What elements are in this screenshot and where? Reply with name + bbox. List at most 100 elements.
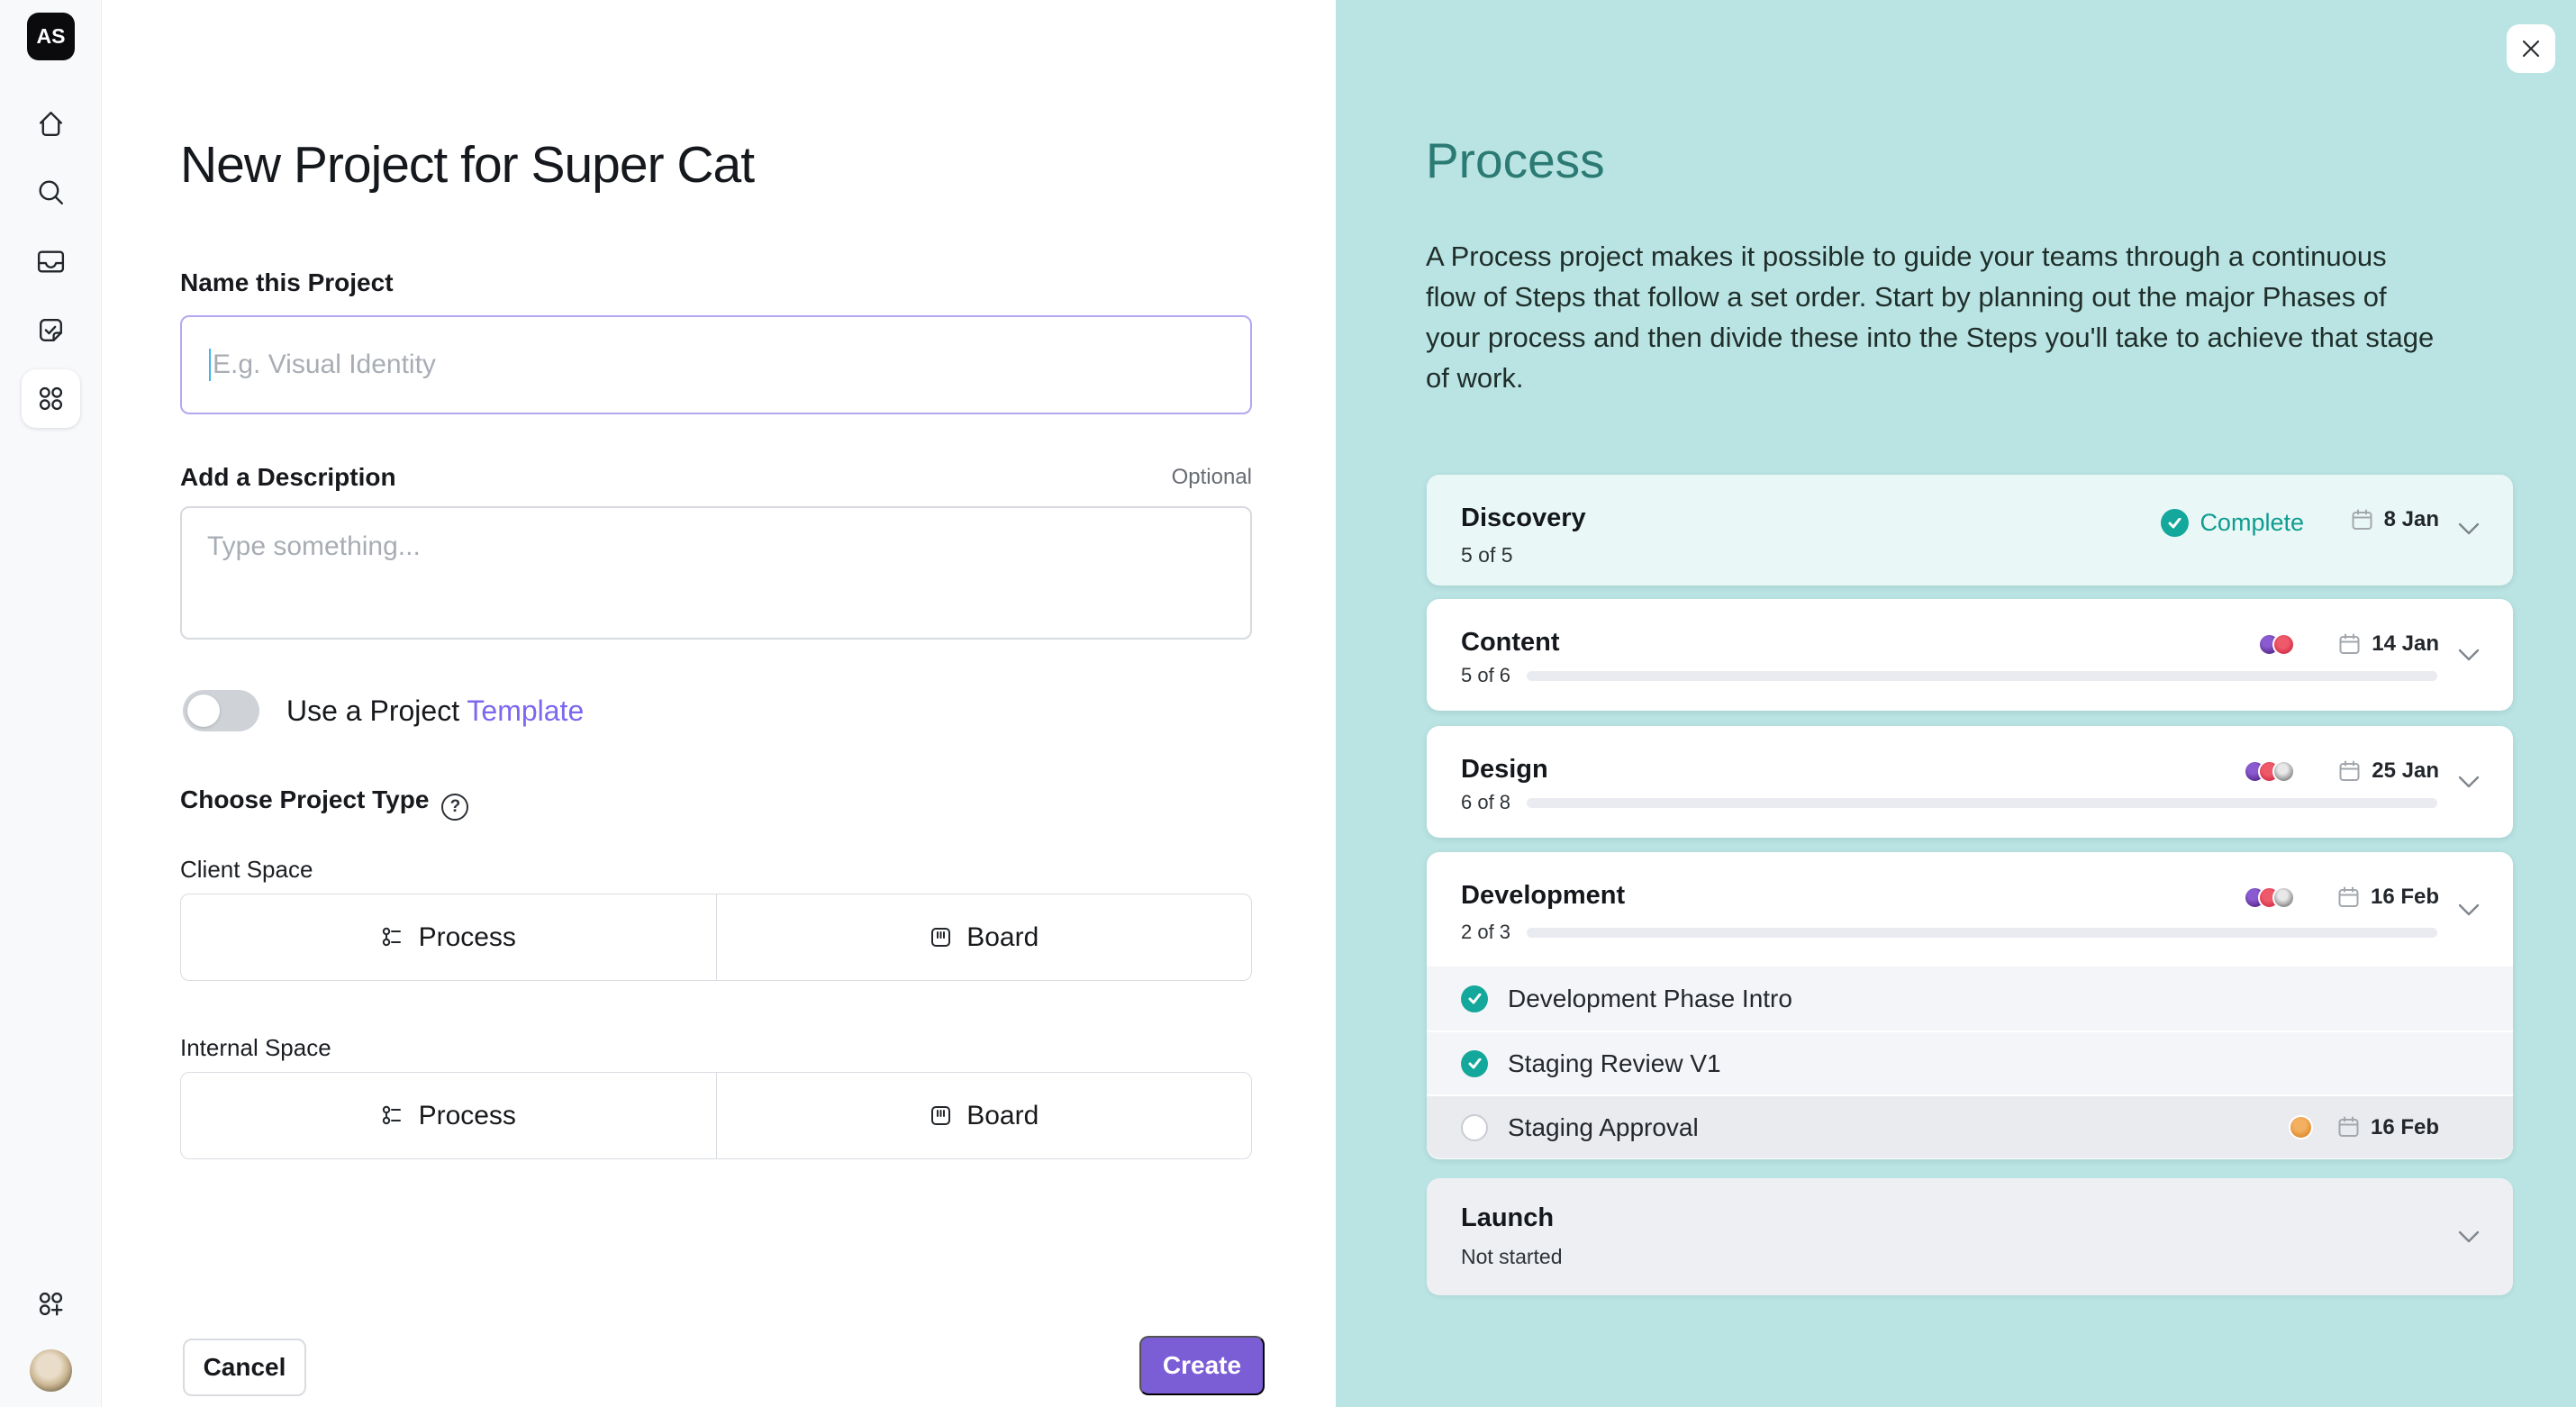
avatar	[2272, 760, 2295, 783]
workspace-logo-text: AS	[36, 24, 66, 48]
process-icon	[382, 927, 401, 947]
sidebar-item-add-apps[interactable]	[22, 1275, 80, 1333]
phase-name: Launch	[1461, 1203, 1555, 1232]
internal-board-option[interactable]: Board	[715, 1073, 1252, 1158]
template-link[interactable]: Template	[467, 694, 585, 727]
description-textarea[interactable]: Type something...	[180, 506, 1252, 640]
sidebar-item-home[interactable]	[22, 95, 80, 153]
tasks-icon	[40, 319, 62, 341]
date-text: 8 Jan	[2383, 507, 2439, 531]
step-incomplete-icon[interactable]	[1461, 1113, 1488, 1141]
progress-bar	[1527, 797, 2437, 808]
internal-process-option[interactable]: Process	[181, 1073, 716, 1158]
phase-name: Development	[1461, 881, 1626, 910]
chevron-down-icon[interactable]	[2457, 648, 2481, 667]
template-toggle[interactable]	[183, 690, 259, 731]
phase-card-design[interactable]: Design 6 of 8 25 Jan	[1427, 726, 2513, 838]
assignee-avatars	[2258, 633, 2295, 656]
status-badge: Complete	[2161, 509, 2304, 537]
client-space-selector: Process Board	[180, 894, 1252, 981]
status-text: Complete	[2200, 509, 2304, 536]
project-type-label: Choose Project Type?	[180, 785, 469, 821]
process-icon	[382, 1105, 401, 1125]
create-button[interactable]: Create	[1139, 1336, 1265, 1395]
assignee-avatars	[2244, 760, 2295, 783]
help-icon[interactable]: ?	[441, 794, 469, 821]
new-project-form: New Project for Super Cat Name this Proj…	[102, 0, 1336, 1407]
avatar	[2288, 1115, 2313, 1139]
due-date: 16 Feb	[2336, 885, 2439, 910]
step-row-staging-review-v1[interactable]: Staging Review V1	[1427, 1030, 2513, 1094]
due-date: 16 Feb	[2336, 1115, 2439, 1140]
date-text: 16 Feb	[2370, 885, 2439, 909]
chevron-down-icon[interactable]	[2457, 522, 2481, 540]
template-toggle-text: Use a Project	[286, 694, 460, 727]
phase-card-discovery[interactable]: Discovery 5 of 5 Complete 8 Jan	[1427, 475, 2513, 585]
cancel-button[interactable]: Cancel	[183, 1339, 306, 1396]
chevron-down-icon[interactable]	[2457, 1230, 2481, 1248]
board-option-label: Board	[966, 921, 1039, 952]
step-row-staging-approval[interactable]: Staging Approval 16 Feb	[1427, 1094, 2513, 1158]
progress-row: 6 of 8	[1461, 791, 2437, 814]
step-name: Staging Approval	[1508, 1112, 1699, 1141]
phase-card-content[interactable]: Content 5 of 6 14 Jan	[1427, 599, 2513, 711]
phase-count: 2 of 3	[1461, 921, 1511, 943]
apps-add-icon	[39, 1292, 63, 1316]
project-name-label: Name this Project	[180, 268, 394, 296]
process-info-panel: Process A Process project makes it possi…	[1336, 0, 2576, 1407]
sidebar-item-search[interactable]	[22, 163, 80, 222]
close-button[interactable]	[2507, 24, 2555, 73]
avatar	[2272, 633, 2295, 656]
calendar-icon	[2338, 1116, 2359, 1137]
panel-title: Process	[1426, 132, 1605, 188]
due-date: 25 Jan	[2337, 758, 2439, 784]
sidebar-item-projects[interactable]	[22, 369, 80, 428]
step-row-development-phase-intro[interactable]: Development Phase Intro	[1427, 967, 2513, 1030]
toggle-knob	[187, 694, 220, 727]
calendar-icon	[2352, 509, 2372, 530]
chevron-down-icon[interactable]	[2457, 903, 2481, 921]
assignee-avatars	[2244, 886, 2295, 909]
client-board-option[interactable]: Board	[715, 894, 1252, 980]
workspace-logo[interactable]: AS	[27, 13, 75, 60]
progress-bar	[1527, 927, 2437, 938]
calendar-icon	[2339, 633, 2360, 654]
template-toggle-row: Use a Project Template	[183, 690, 584, 731]
board-option-label: Board	[966, 1100, 1039, 1130]
check-circle-icon	[2161, 509, 2190, 537]
progress-row: 2 of 3	[1461, 921, 2437, 944]
phase-count: 5 of 5	[1461, 543, 1513, 567]
inbox-icon	[37, 250, 65, 273]
project-name-input[interactable]: E.g. Visual Identity	[180, 315, 1252, 414]
phase-name: Design	[1461, 755, 1548, 784]
user-avatar[interactable]	[30, 1349, 72, 1392]
phase-card-launch[interactable]: Launch Not started	[1427, 1178, 2513, 1295]
chevron-down-icon[interactable]	[2457, 775, 2481, 794]
step-name: Staging Review V1	[1508, 1048, 1721, 1077]
board-icon	[931, 1106, 951, 1125]
phase-name: Content	[1461, 628, 1560, 657]
board-icon	[931, 928, 951, 947]
phase-count: 6 of 8	[1461, 791, 1511, 813]
search-icon	[39, 180, 64, 205]
date-text: 14 Jan	[2372, 631, 2439, 656]
step-complete-icon	[1461, 985, 1488, 1012]
calendar-icon	[2339, 760, 2360, 781]
client-space-label: Client Space	[180, 856, 313, 883]
client-process-option[interactable]: Process	[181, 894, 716, 980]
date-text: 16 Feb	[2370, 1114, 2439, 1139]
sidebar-item-tasks[interactable]	[22, 301, 80, 359]
due-date: 8 Jan	[2350, 507, 2439, 532]
due-date: 14 Jan	[2337, 631, 2439, 657]
panel-description: A Process project makes it possible to g…	[1426, 241, 2435, 394]
sidebar-item-inbox[interactable]	[22, 232, 80, 291]
process-option-label: Process	[418, 921, 516, 952]
internal-space-label: Internal Space	[180, 1034, 331, 1061]
phase-card-development[interactable]: Development 2 of 3 16 Feb Development Ph…	[1427, 852, 2513, 1159]
step-name: Development Phase Intro	[1508, 984, 1792, 1012]
calendar-icon	[2338, 886, 2359, 907]
description-placeholder: Type something...	[207, 531, 421, 561]
date-text: 25 Jan	[2372, 758, 2439, 783]
page-title: New Project for Super Cat	[180, 136, 755, 194]
